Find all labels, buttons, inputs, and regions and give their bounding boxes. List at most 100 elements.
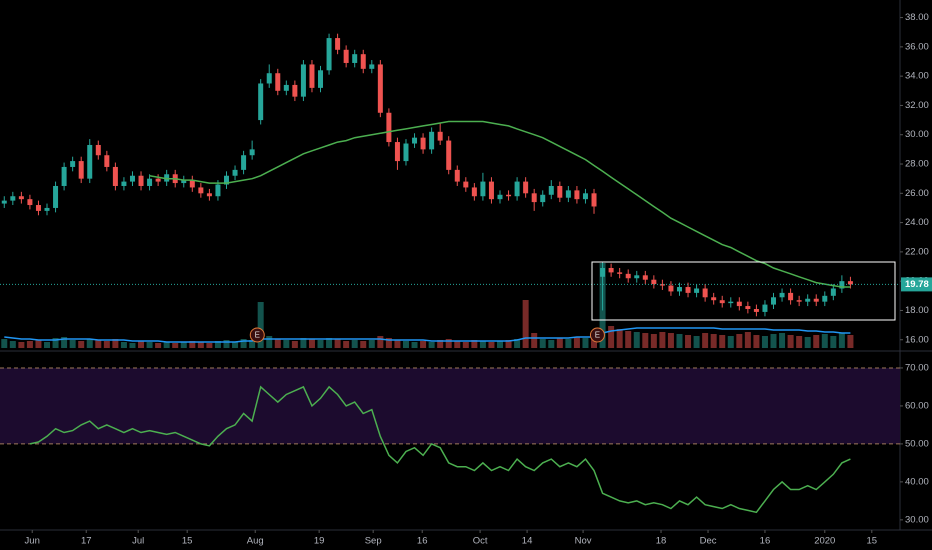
candle-body: [779, 292, 785, 298]
volume-bar: [608, 326, 615, 348]
candle-body: [129, 175, 135, 182]
volume-bar: [129, 343, 136, 348]
y-tick-label: 30.00: [905, 129, 929, 140]
candle-body: [300, 64, 306, 97]
rsi-tick-label: 30.00: [905, 514, 929, 525]
volume-bar: [556, 338, 563, 348]
candle-body: [223, 175, 229, 185]
y-tick-label: 38.00: [905, 12, 929, 23]
candle-body: [121, 181, 127, 186]
candle-body: [275, 73, 281, 91]
candle-body: [104, 155, 110, 167]
y-tick-label: 36.00: [905, 41, 929, 52]
candle-body: [711, 297, 717, 301]
candle-body: [437, 131, 443, 141]
candle-body: [454, 169, 460, 182]
candle-body: [87, 144, 93, 179]
candle-body: [10, 196, 16, 201]
y-tick-label: 22.00: [905, 246, 929, 257]
volume-bar: [659, 332, 666, 348]
candle-body: [668, 285, 674, 292]
volume-bar: [420, 341, 427, 348]
volume-bar: [411, 342, 418, 348]
volume-bar: [488, 342, 495, 348]
volume-bar: [830, 336, 837, 348]
volume-bar: [1, 339, 8, 348]
candle-body: [394, 142, 400, 162]
volume-bar: [343, 341, 350, 348]
volume-bar: [44, 342, 51, 348]
candle-body: [258, 83, 264, 121]
candle-body: [429, 131, 435, 150]
candle-body: [343, 49, 349, 63]
volume-bar: [274, 339, 281, 348]
volume-bar: [86, 339, 93, 348]
volume-bar: [197, 342, 204, 348]
candle-body: [548, 185, 554, 195]
volume-bar: [428, 342, 435, 348]
volume-bar: [240, 339, 247, 348]
volume-bar: [676, 334, 683, 348]
candle-body: [241, 155, 247, 170]
volume-bar: [368, 340, 375, 348]
x-tick-label: Sep: [365, 536, 382, 547]
volume-bar: [163, 342, 170, 348]
candle-body: [61, 166, 67, 186]
x-tick-label: Dec: [700, 536, 717, 547]
candle-body: [805, 298, 811, 302]
candle-body: [352, 54, 358, 63]
candle-body: [497, 194, 503, 200]
candle-body: [78, 161, 84, 179]
candle-body: [796, 300, 802, 302]
candle-body: [659, 284, 665, 286]
candle-body: [35, 205, 41, 211]
volume-bar: [189, 341, 196, 348]
candle-body: [335, 38, 341, 50]
candle-body: [266, 73, 272, 84]
candle-body: [181, 180, 187, 184]
candle-body: [745, 306, 751, 309]
candle-body: [206, 193, 212, 197]
volume-bar: [377, 336, 384, 348]
rsi-tick-label: 40.00: [905, 476, 929, 487]
volume-bar: [471, 340, 478, 348]
candle-body: [514, 181, 520, 197]
rsi-line: [29, 385, 851, 514]
volume-bar: [385, 338, 392, 348]
volume-bar: [573, 337, 580, 348]
volume-bar: [779, 333, 786, 348]
volume-bar: [514, 339, 521, 348]
candle-body: [292, 84, 298, 97]
volume-bar: [719, 335, 726, 348]
volume-bar: [232, 342, 239, 348]
candle-body: [847, 281, 853, 285]
candle-body: [694, 288, 700, 293]
volume-bar: [61, 337, 68, 348]
candle-body: [189, 180, 195, 188]
candle-body: [736, 301, 742, 307]
x-tick-label: 15: [182, 536, 193, 547]
volume-bar: [283, 340, 290, 348]
y-tick-label: 16.00: [905, 334, 929, 345]
x-tick-label: 15: [867, 536, 878, 547]
volume-bar: [308, 339, 315, 348]
candle-body: [215, 184, 221, 197]
drawn-rectangle: [591, 261, 896, 321]
candle-body: [95, 144, 101, 156]
candle-body: [788, 292, 794, 301]
volume-bar: [103, 341, 110, 348]
volume-bar: [753, 335, 760, 348]
volume-bar: [667, 333, 674, 348]
candle-body: [463, 181, 469, 188]
candle-body: [762, 304, 768, 312]
volume-bar: [804, 337, 811, 348]
candle-body: [600, 267, 606, 277]
candle-body: [557, 185, 563, 198]
volume-bar: [78, 341, 85, 348]
x-tick-label: Jun: [25, 536, 40, 547]
volume-bar: [223, 340, 230, 348]
candle-body: [318, 70, 324, 88]
rsi-tick-label: 50.00: [905, 438, 929, 449]
volume-bar: [69, 340, 76, 348]
volume-bar: [821, 334, 828, 348]
